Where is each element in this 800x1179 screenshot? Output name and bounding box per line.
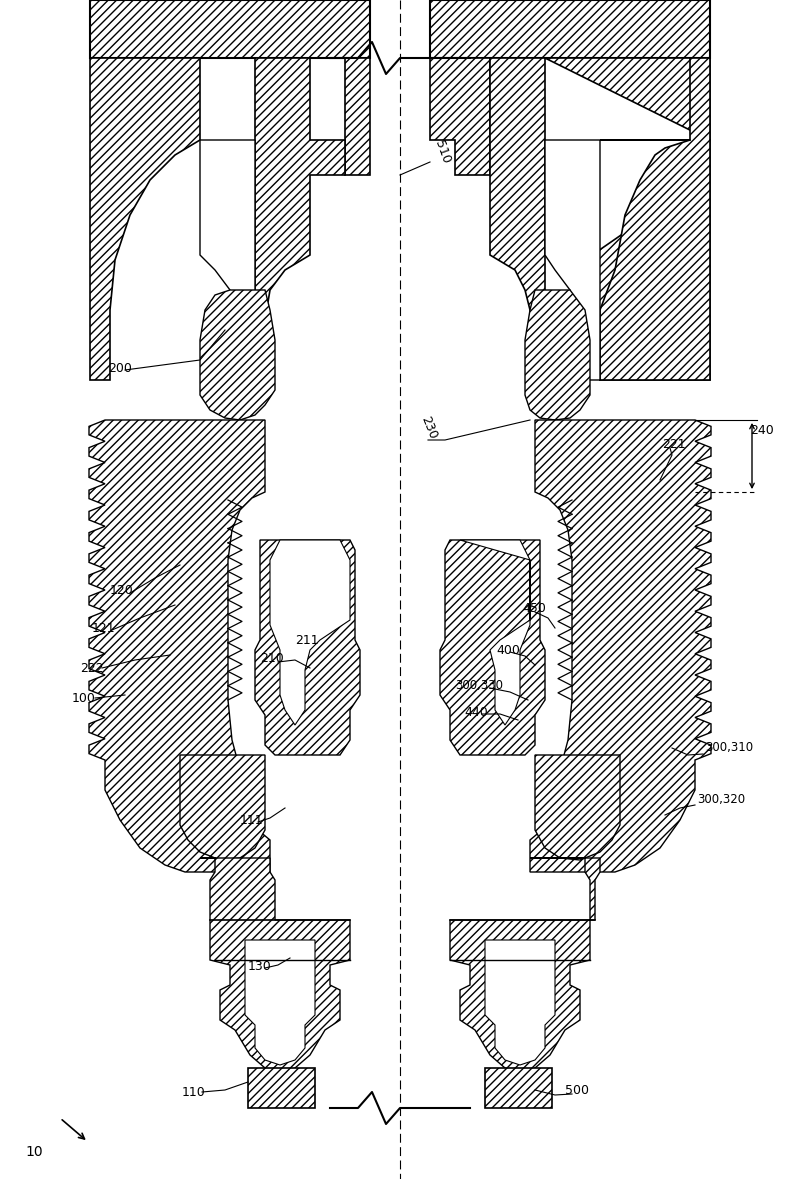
Text: 240: 240 [750,423,774,436]
Polygon shape [530,420,711,872]
Polygon shape [535,755,620,859]
Text: 120: 120 [110,584,134,597]
Text: 130: 130 [248,960,272,973]
Text: 222: 222 [80,661,104,674]
Polygon shape [255,540,360,755]
Polygon shape [310,58,370,174]
Text: 10: 10 [25,1145,42,1159]
Polygon shape [270,540,350,725]
Text: 300,330: 300,330 [455,678,503,692]
Polygon shape [460,540,530,725]
Polygon shape [90,58,200,380]
Text: 110: 110 [182,1086,206,1099]
Polygon shape [430,58,490,174]
Polygon shape [525,290,590,420]
Text: 440: 440 [464,705,488,718]
Polygon shape [248,1068,315,1108]
Polygon shape [200,290,275,420]
Text: 510: 510 [432,139,452,165]
Text: 500: 500 [565,1084,589,1096]
Text: 400: 400 [496,644,520,657]
Text: 300,310: 300,310 [705,742,753,755]
Text: 100: 100 [72,692,96,705]
Text: 211: 211 [295,633,318,646]
Polygon shape [490,58,545,380]
Text: 450: 450 [522,601,546,614]
Text: 300,320: 300,320 [697,793,745,806]
Polygon shape [600,58,710,380]
Polygon shape [180,755,265,859]
Text: 210: 210 [260,652,284,665]
Polygon shape [200,858,350,1075]
Text: 111: 111 [240,814,264,826]
Polygon shape [200,140,255,380]
Text: 121: 121 [92,621,116,634]
Polygon shape [485,940,555,1065]
Polygon shape [89,420,270,872]
Polygon shape [90,0,370,58]
Text: 200: 200 [108,362,132,375]
Polygon shape [485,1068,552,1108]
Polygon shape [430,0,710,58]
Polygon shape [200,58,345,380]
Polygon shape [545,140,600,380]
Text: 230: 230 [418,415,439,441]
Text: 221: 221 [662,439,686,452]
Polygon shape [450,858,600,1075]
Polygon shape [545,58,710,380]
Polygon shape [440,540,545,755]
Polygon shape [245,940,315,1065]
